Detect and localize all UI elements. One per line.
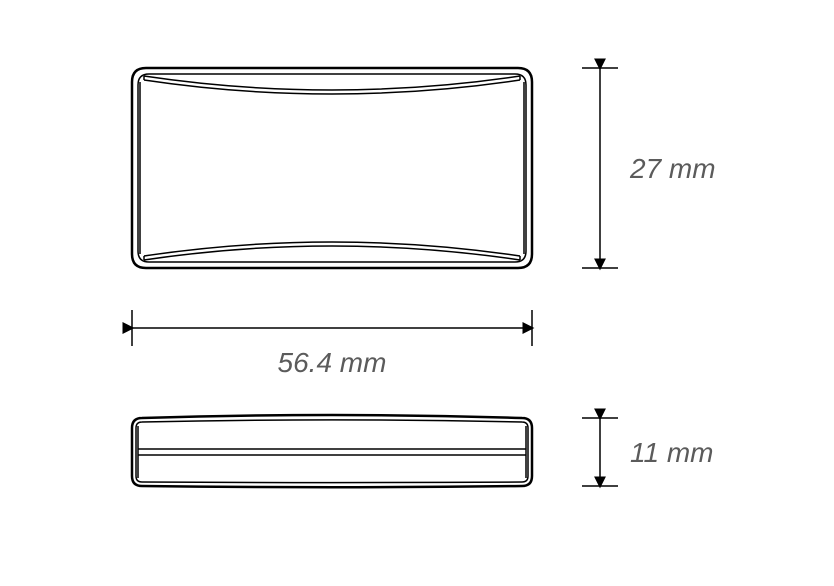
height-dimension-label: 27 mm	[629, 153, 716, 184]
dimension-diagram: 56.4 mm 27 mm 11 mm	[0, 0, 834, 586]
side-view	[132, 415, 532, 487]
dimension-lines: 56.4 mm 27 mm 11 mm	[132, 68, 716, 486]
depth-dimension-label: 11 mm	[630, 437, 714, 468]
width-dimension-label: 56.4 mm	[278, 347, 387, 378]
top-view	[132, 68, 532, 268]
